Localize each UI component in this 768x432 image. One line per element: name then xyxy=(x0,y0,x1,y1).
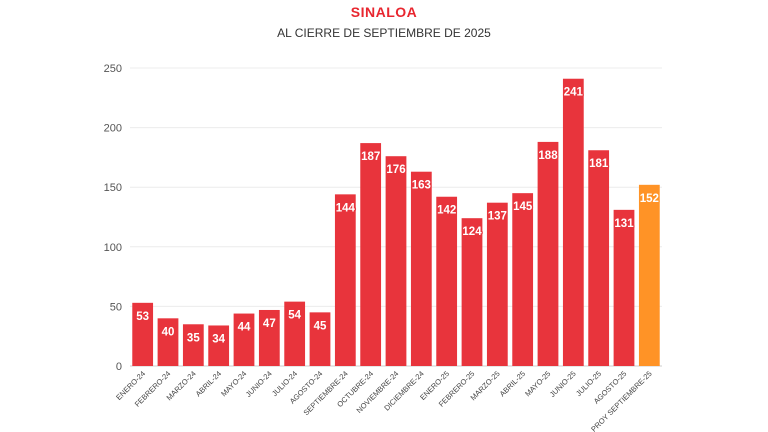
y-tick-label: 250 xyxy=(104,63,122,75)
bar-value-label: 53 xyxy=(136,311,149,323)
bar xyxy=(309,312,331,366)
bar-value-label: 137 xyxy=(488,211,507,223)
bar-value-label: 35 xyxy=(187,332,200,344)
bar xyxy=(157,318,179,366)
bar xyxy=(461,218,483,366)
bar xyxy=(258,309,280,366)
y-tick-label: 50 xyxy=(110,301,122,313)
x-tick-label: JUNIO-25 xyxy=(548,369,578,399)
bar-value-label: 142 xyxy=(437,205,456,217)
bar-value-label: 47 xyxy=(263,318,276,330)
bar xyxy=(208,325,230,366)
x-tick-label: ABRIL-24 xyxy=(194,369,223,398)
bar xyxy=(486,202,508,366)
bar xyxy=(436,196,458,366)
x-tick-label: SEPTIEMBRE-24 xyxy=(302,369,350,417)
y-tick-label: 0 xyxy=(116,361,122,373)
bar-value-label: 45 xyxy=(314,320,327,332)
bar-value-label: 144 xyxy=(336,202,356,214)
chart-subtitle: AL CIERRE DE SEPTIEMBRE DE 2025 xyxy=(277,26,491,40)
bar-value-label: 131 xyxy=(614,218,634,230)
bar xyxy=(562,78,584,366)
bar xyxy=(537,141,559,366)
y-tick-label: 200 xyxy=(104,123,122,135)
bar-value-label: 124 xyxy=(462,226,482,238)
bar-value-label: 176 xyxy=(386,164,405,176)
bar-value-label: 54 xyxy=(288,310,301,322)
bar-value-label: 163 xyxy=(412,180,431,192)
bar xyxy=(613,209,635,366)
bar-value-label: 145 xyxy=(513,201,533,213)
bar xyxy=(588,150,610,366)
bar xyxy=(284,301,306,366)
bar-value-label: 152 xyxy=(640,193,659,205)
bar-value-label: 181 xyxy=(589,158,609,170)
y-tick-label: 150 xyxy=(104,182,122,194)
bar xyxy=(410,171,432,366)
bar xyxy=(360,143,382,366)
x-tick-label: JUNIO-24 xyxy=(244,369,274,399)
bar xyxy=(638,184,660,366)
bar xyxy=(233,313,255,366)
bar xyxy=(334,194,356,366)
bar xyxy=(385,156,407,366)
chart-title: SINALOA xyxy=(350,4,418,20)
bar-value-label: 44 xyxy=(238,322,251,334)
x-tick-label: ABRIL-25 xyxy=(498,369,527,398)
bar-value-label: 187 xyxy=(361,151,380,163)
bar-value-label: 40 xyxy=(162,326,175,338)
bar-value-label: 241 xyxy=(564,87,584,99)
y-tick-label: 100 xyxy=(104,242,122,254)
bar-value-label: 188 xyxy=(538,150,558,162)
bar xyxy=(132,302,154,366)
bar xyxy=(512,193,534,366)
bar xyxy=(182,324,204,366)
bar-value-label: 34 xyxy=(212,333,225,345)
